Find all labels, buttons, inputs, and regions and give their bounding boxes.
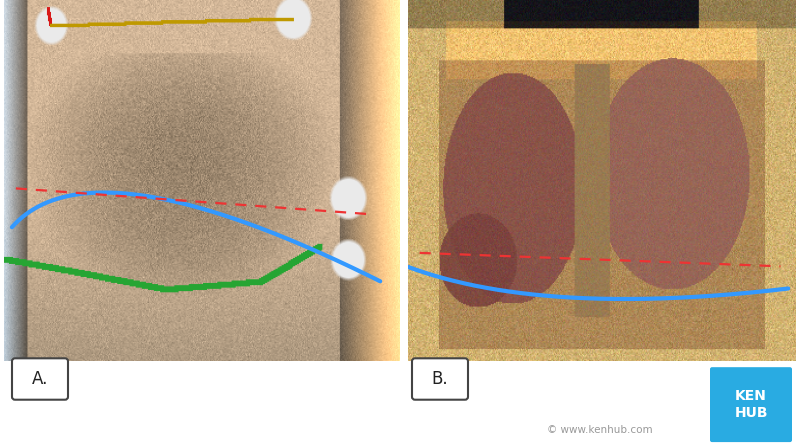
FancyBboxPatch shape <box>12 358 68 400</box>
Text: A.: A. <box>32 370 48 388</box>
Text: KEN
HUB: KEN HUB <box>734 389 768 420</box>
Text: © www.kenhub.com: © www.kenhub.com <box>547 425 653 435</box>
Text: B.: B. <box>432 370 448 388</box>
FancyBboxPatch shape <box>710 367 792 442</box>
FancyBboxPatch shape <box>412 358 468 400</box>
